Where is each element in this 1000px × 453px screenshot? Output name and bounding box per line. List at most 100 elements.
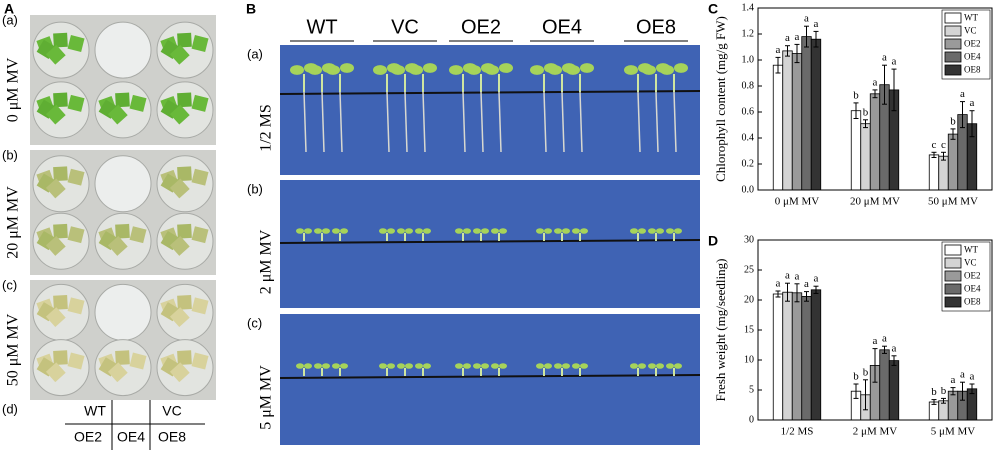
seedling-leaf	[656, 228, 664, 234]
seedling-leaf	[423, 63, 437, 73]
seedling-root	[498, 91, 502, 153]
seedling-leaf	[548, 65, 562, 75]
seedling-leaf	[530, 65, 544, 75]
seedling-root	[673, 91, 677, 153]
seedling-leaf	[624, 65, 638, 75]
well	[94, 155, 152, 213]
legend-swatch	[944, 283, 962, 295]
leaf-disc	[191, 297, 209, 315]
seedling-leaf	[562, 363, 570, 369]
seedling-leaf	[674, 63, 688, 73]
leaf-disc	[169, 44, 190, 65]
seedling-leaf	[379, 228, 387, 234]
leaf-disc	[45, 236, 66, 256]
line-label: OE8	[636, 16, 676, 38]
seedling-leaf	[308, 65, 322, 75]
seedling-root	[462, 91, 466, 153]
seedling-leaf	[415, 228, 423, 234]
row-tag: (a)	[247, 46, 263, 61]
panel-letter: D	[708, 233, 718, 249]
y-tick-label: 5	[749, 384, 754, 395]
leaf-disc	[177, 166, 192, 182]
agar-line	[279, 239, 701, 244]
seedling-leaf	[405, 363, 413, 369]
significance-letter: a	[960, 369, 965, 381]
legend-swatch	[944, 25, 962, 37]
well	[94, 283, 152, 341]
legend-label: VC	[964, 258, 977, 268]
y-tick-label: 0.6	[742, 106, 755, 117]
seedling-leaf	[449, 65, 463, 75]
seedling-leaf	[660, 65, 674, 75]
significance-letter: a	[776, 278, 781, 290]
seedling-leaf	[467, 65, 481, 75]
seedling-leaf	[536, 228, 544, 234]
seedling-leaf	[572, 363, 580, 369]
plate-photo	[280, 314, 700, 445]
seedling-leaf	[304, 228, 312, 234]
leaf-disc	[191, 94, 209, 112]
seedling-leaf	[397, 228, 405, 234]
seedling-leaf	[463, 228, 471, 234]
seedling-leaf	[544, 228, 552, 234]
significance-letter: a	[795, 270, 800, 282]
seedling-root	[386, 91, 390, 153]
legend-label: OE8	[964, 65, 981, 75]
leaf-disc	[45, 362, 66, 383]
significance-letter: a	[970, 97, 975, 109]
bar	[947, 390, 959, 421]
seedling-leaf	[409, 65, 423, 75]
y-axis-label: Chlorophyll content (mg/g FW)	[713, 16, 728, 182]
bar	[791, 292, 803, 421]
leaf-disc	[115, 223, 130, 239]
seedling-leaf	[373, 65, 387, 75]
legend-swatch	[944, 270, 962, 282]
bar	[801, 36, 812, 191]
agar-line	[279, 374, 701, 379]
leaf-disc	[191, 226, 209, 244]
agar-line	[279, 90, 701, 95]
seedling-leaf	[554, 228, 562, 234]
leaf-disc	[191, 35, 209, 53]
seedling-leaf	[296, 228, 304, 234]
line-label: OE2	[461, 16, 501, 38]
seedling-leaf	[499, 63, 513, 73]
seedling-leaf	[544, 363, 552, 369]
y-tick-label: 10	[744, 354, 754, 365]
line-label: VC	[391, 16, 419, 38]
legend-label: OE8	[964, 297, 981, 307]
y-tick-label: 0.8	[742, 80, 755, 91]
legend-swatch	[944, 12, 962, 24]
seedling-leaf	[332, 228, 340, 234]
significance-letter: b	[941, 385, 947, 397]
seedling-leaf	[630, 363, 638, 369]
leaf-disc	[129, 352, 147, 370]
leaf-disc	[177, 92, 192, 108]
legend-label: OE4	[964, 284, 981, 294]
layout-label: OE4	[117, 429, 145, 445]
significance-letter: a	[785, 32, 790, 44]
legend-label: OE2	[964, 39, 981, 49]
seedling-leaf	[485, 65, 499, 75]
significance-letter: a	[892, 56, 897, 68]
significance-letter: a	[892, 342, 897, 354]
y-tick-label: 20	[744, 294, 754, 305]
seedling-leaf	[491, 363, 499, 369]
seedling-leaf	[326, 65, 340, 75]
seedling-leaf	[638, 228, 646, 234]
bar	[928, 154, 940, 191]
significance-letter: b	[863, 366, 869, 378]
significance-letter: b	[950, 115, 956, 127]
leaf-disc	[67, 352, 85, 370]
seedling-root	[404, 91, 408, 153]
seedling-leaf	[397, 363, 405, 369]
x-tick-label: 50 μM MV	[928, 196, 978, 208]
seedling-leaf	[638, 363, 646, 369]
plot-frame	[757, 239, 993, 421]
y-tick-label: 30	[744, 234, 754, 245]
seedling-leaf	[536, 363, 544, 369]
layout-label: WT	[84, 403, 106, 419]
leaf-disc	[191, 168, 209, 186]
seedling-leaf	[554, 363, 562, 369]
